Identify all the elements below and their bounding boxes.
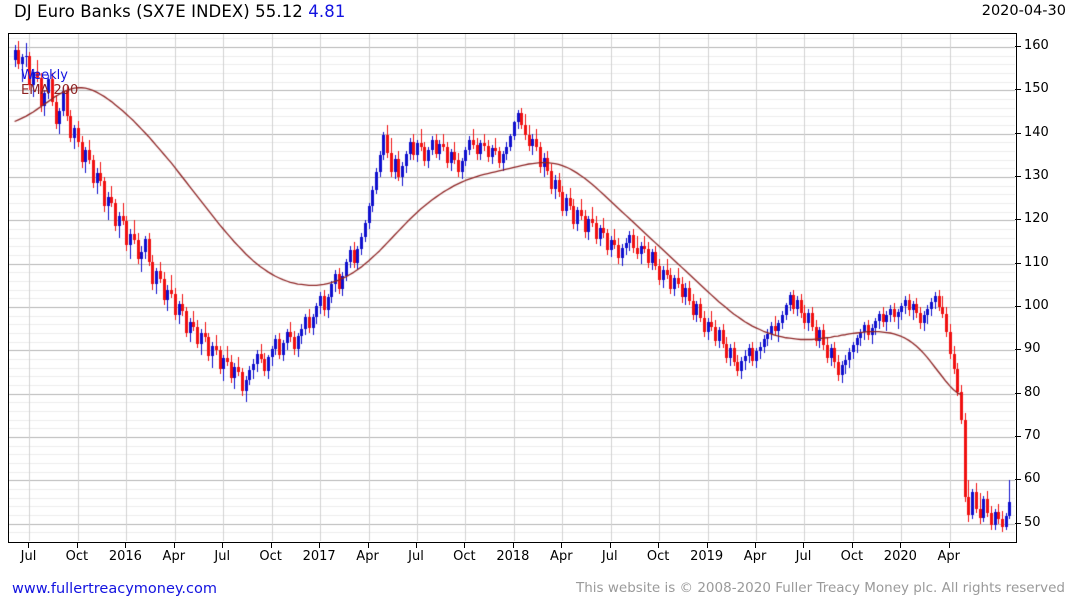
x-tick-label: Apr [550, 549, 573, 564]
site-url[interactable]: www.fullertreacymoney.com [12, 581, 217, 597]
x-tick-mark [416, 542, 417, 548]
x-tick-label: Apr [356, 549, 379, 564]
y-tick-mark [1015, 219, 1021, 220]
x-tick-mark [949, 542, 950, 548]
x-tick-mark [707, 542, 708, 548]
x-tick-label: 2017 [302, 549, 336, 564]
y-tick-label: 150 [1024, 81, 1049, 97]
x-tick-label: Oct [646, 549, 670, 564]
y-tick-mark [1015, 436, 1021, 437]
price-change: 4.81 [308, 2, 346, 21]
y-tick-label: 90 [1024, 341, 1041, 357]
x-tick-mark [368, 542, 369, 548]
y-tick-label: 140 [1024, 124, 1049, 140]
y-tick-mark [1015, 306, 1021, 307]
x-tick-label: 2020 [883, 549, 917, 564]
x-tick-label: Jul [601, 549, 618, 564]
x-tick-mark [658, 542, 659, 548]
y-tick-mark [1015, 89, 1021, 90]
y-tick-label: 110 [1024, 254, 1049, 270]
x-tick-mark [28, 542, 29, 548]
y-tick-mark [1015, 176, 1021, 177]
y-tick-mark [1015, 349, 1021, 350]
x-tick-mark [222, 542, 223, 548]
x-tick-mark [271, 542, 272, 548]
x-tick-mark [464, 542, 465, 548]
y-tick-label: 80 [1024, 384, 1041, 400]
x-tick-mark [319, 542, 320, 548]
x-tick-label: 2019 [690, 549, 724, 564]
x-tick-mark [174, 542, 175, 548]
instrument-name: DJ Euro Banks (SX7E INDEX) [14, 2, 250, 21]
x-tick-label: 2016 [108, 549, 142, 564]
x-tick-mark [900, 542, 901, 548]
x-tick-mark [610, 542, 611, 548]
y-tick-label: 130 [1024, 168, 1049, 183]
candlestick-plot[interactable] [9, 34, 1015, 541]
x-tick-mark [561, 542, 562, 548]
x-tick-label: Jul [214, 549, 231, 564]
chart-header: DJ Euro Banks (SX7E INDEX) 55.12 4.81 20… [0, 0, 1075, 30]
x-tick-label: Apr [743, 549, 767, 564]
y-tick-mark [1015, 46, 1021, 47]
copyright-notice: This website is © 2008-2020 Fuller Treac… [576, 580, 1065, 596]
x-tick-label: Jul [795, 549, 812, 564]
last-price: 55.12 [255, 2, 303, 21]
x-tick-mark [755, 542, 756, 548]
x-tick-mark [513, 542, 514, 548]
y-tick-mark [1015, 479, 1021, 480]
x-tick-label: Apr [162, 549, 186, 564]
y-tick-label: 100 [1024, 298, 1049, 313]
x-tick-label: Oct [259, 549, 282, 564]
y-tick-mark [1015, 263, 1021, 264]
x-tick-label: Oct [453, 549, 476, 564]
y-tick-mark [1015, 133, 1021, 134]
y-tick-label: 60 [1024, 471, 1041, 487]
chart-title: DJ Euro Banks (SX7E INDEX) 55.12 4.81 [14, 2, 345, 21]
price-chart[interactable]: Weekly EMA 200 [8, 33, 1017, 543]
y-tick-label: 120 [1024, 211, 1049, 227]
x-tick-mark [852, 542, 853, 548]
x-tick-label: Apr [937, 549, 961, 564]
y-tick-label: 50 [1024, 514, 1041, 530]
y-tick-label: 70 [1024, 428, 1041, 443]
x-tick-mark [77, 542, 78, 548]
x-tick-label: Oct [840, 549, 864, 564]
x-tick-label: Jul [408, 549, 424, 564]
x-tick-label: Oct [65, 549, 89, 564]
x-tick-mark [803, 542, 804, 548]
y-tick-label: 160 [1024, 38, 1049, 53]
x-tick-label: 2018 [496, 549, 530, 564]
as-of-date: 2020-04-30 [981, 3, 1066, 19]
y-tick-mark [1015, 393, 1021, 394]
y-tick-mark [1015, 523, 1021, 524]
x-tick-label: Jul [20, 549, 37, 564]
x-tick-mark [125, 542, 126, 548]
